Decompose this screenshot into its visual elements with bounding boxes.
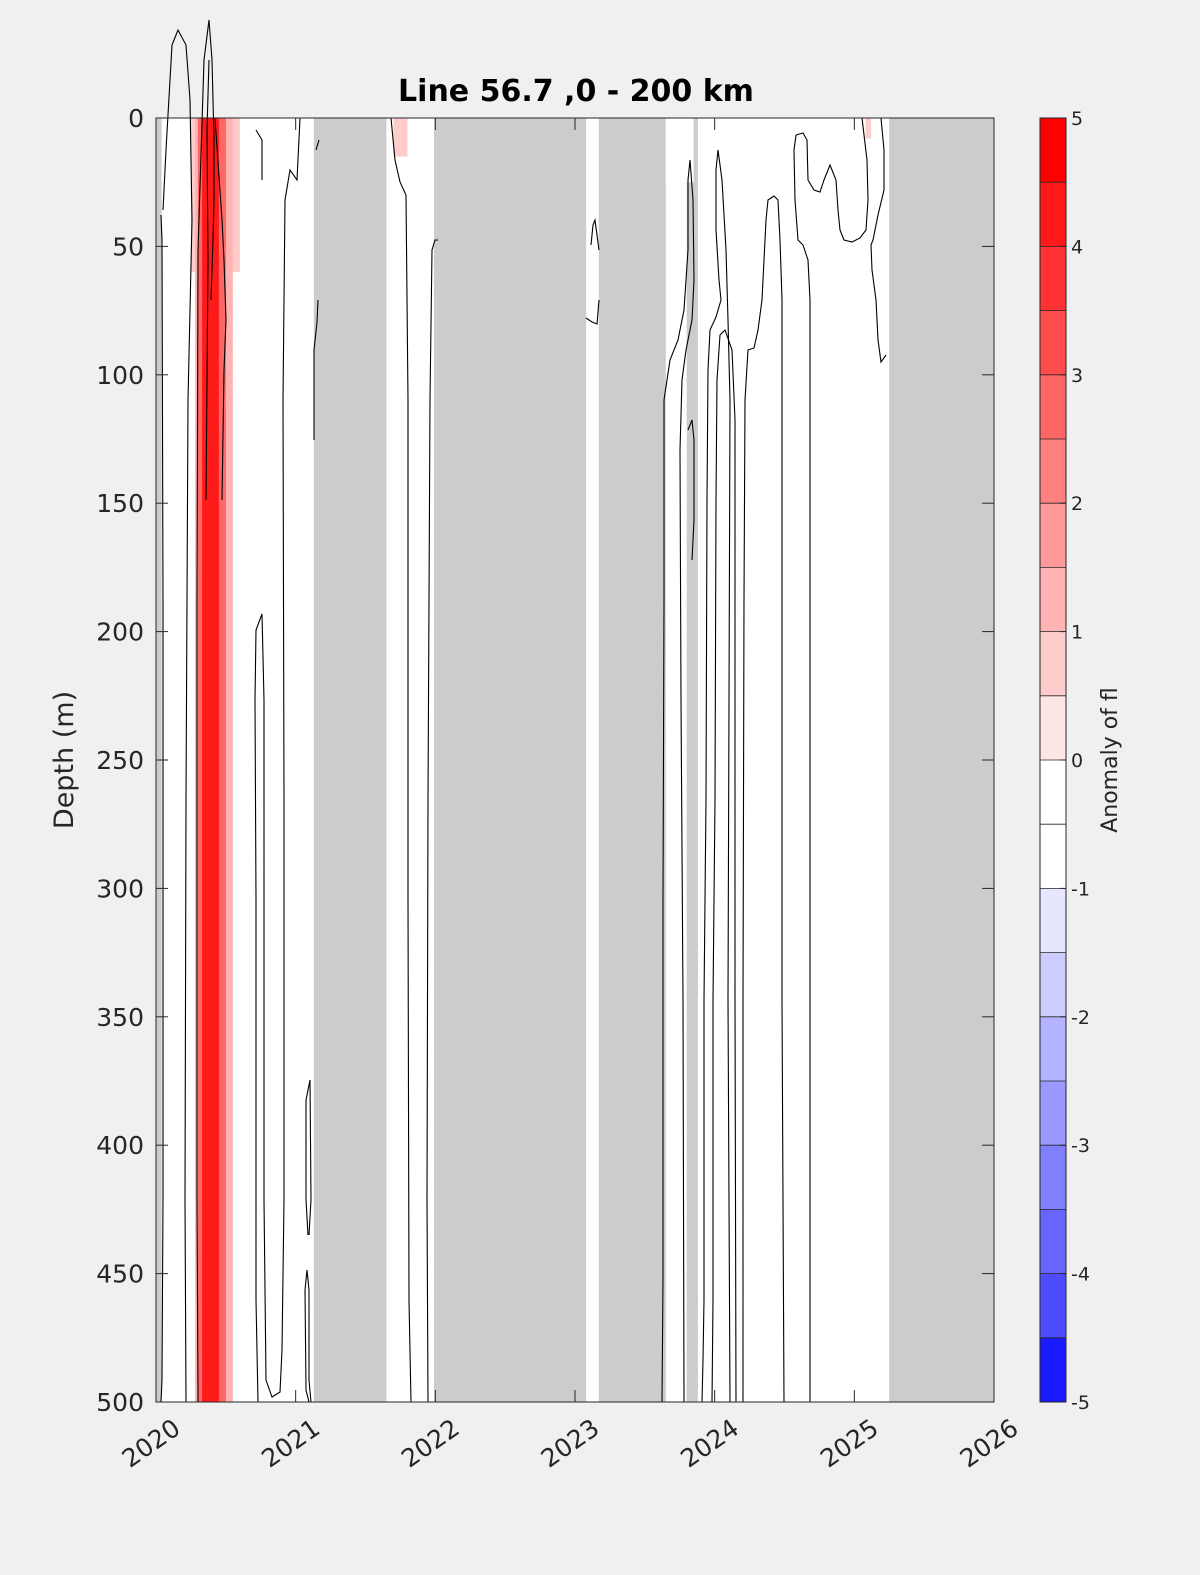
colorbar-swatches bbox=[1040, 117, 1066, 1402]
anomaly-patch bbox=[393, 118, 408, 157]
y-axis-label: Depth (m) bbox=[49, 691, 80, 829]
colorbar-swatch bbox=[1040, 567, 1066, 632]
colorbar-tick-label: -3 bbox=[1071, 1135, 1090, 1157]
contour-line bbox=[701, 149, 731, 1403]
contour-line bbox=[793, 117, 869, 1402]
no-data-region bbox=[598, 118, 666, 1402]
anomaly-patch bbox=[665, 118, 694, 183]
colorbar-tick-label: -2 bbox=[1071, 1007, 1090, 1029]
anomaly-patch bbox=[770, 118, 806, 183]
colorbar-swatch bbox=[1040, 631, 1066, 696]
x-tick-label: 2023 bbox=[536, 1413, 605, 1473]
contour-line bbox=[255, 129, 263, 180]
no-data-region bbox=[433, 118, 587, 1402]
contour-line bbox=[304, 1269, 312, 1403]
anomaly-patches bbox=[190, 118, 872, 1402]
anomaly-patch bbox=[865, 118, 872, 139]
y-tick-label: 300 bbox=[96, 874, 144, 903]
contour-line bbox=[687, 419, 695, 561]
contour-line bbox=[214, 117, 227, 501]
colorbar-swatch bbox=[1040, 1273, 1066, 1338]
y-tick-label: 250 bbox=[96, 746, 144, 775]
colorbar-ticks: 5 4 3 2 1 0 -1 -2 -3 -4 -5 bbox=[1060, 108, 1090, 1414]
colorbar-swatch bbox=[1040, 1081, 1066, 1146]
colorbar-swatch bbox=[1040, 1016, 1066, 1081]
contour-line bbox=[254, 117, 301, 1403]
x-tick-label: 2020 bbox=[117, 1413, 186, 1473]
y-tick-label: 0 bbox=[128, 104, 144, 133]
x-tick-label: 2026 bbox=[955, 1413, 1024, 1473]
no-data-region bbox=[313, 118, 387, 1402]
contour-line bbox=[870, 117, 887, 364]
colorbar-swatch bbox=[1040, 888, 1066, 953]
colorbar-swatch bbox=[1040, 1145, 1066, 1210]
no-data-region bbox=[686, 118, 698, 1402]
colorbar-swatch bbox=[1040, 182, 1066, 247]
colorbar-swatch bbox=[1040, 374, 1066, 439]
colorbar-tick-label: 1 bbox=[1071, 622, 1083, 644]
colorbar-swatch bbox=[1040, 246, 1066, 311]
contour-line bbox=[315, 139, 320, 151]
colorbar: 5 4 3 2 1 0 -1 -2 -3 -4 -5 Anomaly of fl bbox=[1039, 108, 1123, 1414]
y-tick-label: 200 bbox=[96, 618, 144, 647]
plot-area bbox=[155, 19, 995, 1403]
chart-title: Line 56.7 ,0 - 200 km bbox=[398, 74, 754, 109]
colorbar-swatch bbox=[1040, 1209, 1066, 1274]
no-data-regions bbox=[156, 118, 994, 1402]
contour-line bbox=[390, 117, 412, 1403]
y-tick-label: 400 bbox=[96, 1131, 144, 1160]
contour-line bbox=[305, 1079, 312, 1236]
contour-line bbox=[711, 328, 737, 1403]
colorbar-swatch bbox=[1040, 824, 1066, 889]
colorbar-swatch bbox=[1040, 118, 1066, 183]
colorbar-tick-label: 5 bbox=[1071, 108, 1083, 130]
x-tick-label: 2025 bbox=[815, 1413, 884, 1473]
colorbar-swatch bbox=[1040, 503, 1066, 568]
colorbar-tick-label: 2 bbox=[1071, 493, 1083, 515]
colorbar-swatch bbox=[1040, 439, 1066, 504]
colorbar-swatch bbox=[1040, 1337, 1066, 1402]
colorbar-swatch bbox=[1040, 695, 1066, 760]
contour-line bbox=[160, 214, 164, 1403]
x-tick-label: 2022 bbox=[396, 1413, 465, 1473]
y-tick-label: 100 bbox=[96, 361, 144, 390]
colorbar-swatch bbox=[1040, 760, 1066, 825]
contour-line bbox=[162, 28, 193, 1403]
contour-line bbox=[742, 195, 785, 1403]
y-tick-label: 50 bbox=[112, 232, 144, 261]
y-tick-label: 450 bbox=[96, 1260, 144, 1289]
colorbar-swatch bbox=[1040, 310, 1066, 375]
contour-lines bbox=[160, 19, 887, 1403]
y-tick-label: 150 bbox=[96, 489, 144, 518]
colorbar-label: Anomaly of fl bbox=[1098, 687, 1123, 833]
colorbar-tick-label: 0 bbox=[1071, 750, 1083, 772]
x-tick-label: 2024 bbox=[675, 1413, 744, 1473]
y-axis: 0 50 100 150 200 250 300 350 400 450 500 bbox=[96, 104, 994, 1417]
colorbar-tick-label: -1 bbox=[1071, 878, 1090, 900]
contour-line bbox=[661, 159, 695, 1403]
anomaly-patch bbox=[202, 118, 219, 1402]
x-tick-label: 2021 bbox=[256, 1413, 325, 1473]
y-tick-label: 350 bbox=[96, 1003, 144, 1032]
colorbar-tick-label: 4 bbox=[1071, 236, 1083, 258]
contour-line bbox=[585, 299, 600, 325]
colorbar-swatch bbox=[1040, 952, 1066, 1017]
contour-line bbox=[426, 239, 438, 1403]
colorbar-tick-label: 3 bbox=[1071, 365, 1083, 387]
y-tick-label: 500 bbox=[96, 1388, 144, 1417]
contour-line bbox=[205, 59, 210, 501]
colorbar-tick-label: -5 bbox=[1071, 1392, 1090, 1414]
no-data-region bbox=[889, 118, 994, 1402]
contour-line bbox=[196, 19, 215, 1403]
contour-line bbox=[590, 217, 600, 251]
contour-line bbox=[313, 299, 319, 440]
colorbar-tick-label: -4 bbox=[1071, 1264, 1090, 1286]
